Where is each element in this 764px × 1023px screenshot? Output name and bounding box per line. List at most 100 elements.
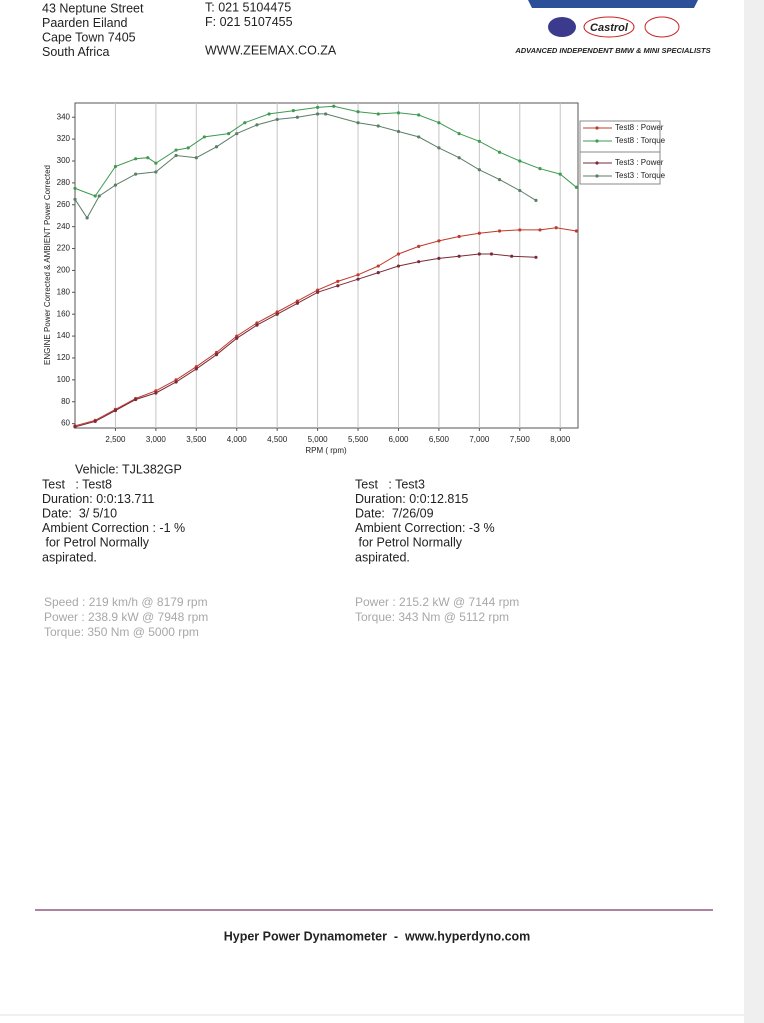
address-line: 43 Neptune Street <box>42 1 144 15</box>
data-point <box>154 161 158 165</box>
address-line: South Africa <box>42 45 109 59</box>
test8-detail: for Petrol Normally <box>42 536 150 550</box>
data-point <box>174 148 178 152</box>
data-point <box>518 188 522 193</box>
data-point <box>291 109 295 113</box>
legend-label: Test3 : Torque <box>615 171 666 180</box>
data-point <box>113 164 118 169</box>
series-line <box>74 227 577 427</box>
data-point <box>316 290 320 294</box>
data-point <box>113 408 118 413</box>
y-tick-label: 320 <box>57 134 71 143</box>
legend-marker <box>595 174 599 178</box>
data-point <box>534 198 538 202</box>
data-point <box>134 172 138 176</box>
data-point <box>275 310 279 314</box>
data-point <box>437 239 441 243</box>
data-point <box>356 121 360 125</box>
data-point <box>396 111 401 115</box>
test8-detail: Duration: 0:0:13.711 <box>42 492 154 506</box>
data-point <box>457 254 461 258</box>
data-point <box>332 104 336 108</box>
test8-detail: Test : Test8 <box>42 477 112 491</box>
y-tick-label: 220 <box>57 244 71 253</box>
test8-detail: aspirated. <box>42 550 97 564</box>
y-tick-label: 100 <box>57 375 71 384</box>
data-point <box>154 389 158 393</box>
data-point <box>457 132 461 136</box>
y-tick-label: 260 <box>57 200 71 209</box>
data-point <box>275 312 279 316</box>
data-point <box>186 146 190 150</box>
test8-detail: Date: 3/ 5/10 <box>42 506 117 520</box>
data-point <box>437 146 441 150</box>
data-point <box>477 139 481 143</box>
data-point <box>574 229 578 233</box>
legend-label: Test8 : Power <box>615 123 664 132</box>
legend-marker <box>595 126 599 130</box>
data-point <box>510 254 514 258</box>
x-tick-label: 7,500 <box>510 435 531 444</box>
series-line <box>74 253 536 428</box>
data-point <box>93 194 97 198</box>
x-tick-label: 4,500 <box>267 435 288 444</box>
x-axis-label: RPM ( rpm) <box>305 446 347 455</box>
legend-marker <box>595 139 599 143</box>
test3-detail: Test : Test3 <box>355 477 425 491</box>
x-tick-label: 5,500 <box>348 435 369 444</box>
x-tick-label: 4,000 <box>227 435 248 444</box>
data-point <box>376 124 380 128</box>
plot-area <box>74 102 579 429</box>
x-tick-label: 6,000 <box>388 435 409 444</box>
data-point <box>174 153 178 158</box>
data-point <box>417 260 421 264</box>
y-tick-label: 300 <box>57 156 71 165</box>
test8-stat: Speed : 219 km/h @ 8179 rpm <box>44 595 208 609</box>
x-tick-label: 6,500 <box>429 435 450 444</box>
data-point <box>255 321 259 325</box>
data-point <box>356 110 360 114</box>
data-point <box>267 112 271 116</box>
data-point <box>497 229 502 233</box>
data-point <box>275 117 279 122</box>
y-tick-label: 340 <box>57 112 71 121</box>
data-point <box>356 277 360 281</box>
data-point <box>73 186 77 190</box>
data-point <box>376 112 380 116</box>
data-point <box>134 157 138 161</box>
test3-detail: for Petrol Normally <box>355 536 463 550</box>
data-point <box>497 177 502 182</box>
test3-stat: Torque: 343 Nm @ 5112 rpm <box>355 610 509 624</box>
mini-logo <box>644 16 680 38</box>
legend-label: Test8 : Torque <box>615 136 666 145</box>
data-point <box>194 156 198 160</box>
data-point <box>316 288 320 292</box>
test3-detail: Ambient Correction: -3 % <box>355 521 495 535</box>
data-point <box>214 350 219 355</box>
data-point <box>295 299 299 303</box>
data-point <box>316 112 320 116</box>
castrol-logo <box>583 16 635 38</box>
data-point <box>396 129 401 134</box>
data-point <box>113 183 118 187</box>
y-tick-label: 180 <box>57 287 71 296</box>
data-point <box>457 156 461 160</box>
test3-detail: Date: 7/26/09 <box>355 506 434 520</box>
data-point <box>255 123 259 127</box>
test3-stat: Power : 215.2 kW @ 7144 rpm <box>355 595 519 609</box>
data-point <box>376 264 380 268</box>
data-point <box>214 145 219 149</box>
data-point <box>574 185 578 189</box>
data-point <box>554 226 558 230</box>
y-tick-label: 80 <box>61 397 70 406</box>
data-point <box>324 112 328 116</box>
data-point <box>437 256 441 260</box>
data-point <box>336 279 340 283</box>
x-tick-label: 2,500 <box>105 435 126 444</box>
y-tick-label: 140 <box>57 331 71 340</box>
data-point <box>255 323 259 327</box>
y-tick-label: 60 <box>61 419 70 428</box>
bmw-logo <box>548 17 576 37</box>
scan-edge <box>744 0 764 1023</box>
